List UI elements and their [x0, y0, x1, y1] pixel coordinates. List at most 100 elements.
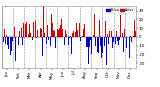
Bar	[130, 36, 131, 37]
Bar	[72, 33, 73, 37]
Bar	[46, 37, 47, 44]
Bar	[106, 37, 107, 65]
Bar	[113, 37, 114, 42]
Bar	[62, 29, 63, 37]
Bar	[29, 24, 30, 37]
Bar	[71, 37, 72, 54]
Bar	[68, 37, 69, 45]
Bar	[83, 29, 84, 37]
Bar	[120, 15, 121, 37]
Bar	[65, 30, 66, 37]
Bar	[116, 31, 117, 37]
Bar	[124, 29, 125, 37]
Bar	[33, 22, 34, 37]
Legend: Below, Above: Below, Above	[106, 8, 134, 13]
Bar	[122, 33, 123, 37]
Bar	[132, 37, 133, 40]
Bar	[90, 37, 91, 40]
Bar	[80, 37, 81, 41]
Bar	[51, 14, 52, 37]
Bar	[133, 36, 134, 37]
Bar	[20, 37, 21, 40]
Bar	[73, 31, 74, 37]
Bar	[31, 36, 32, 37]
Bar	[21, 28, 22, 37]
Bar	[98, 37, 99, 53]
Bar	[86, 37, 87, 47]
Bar	[3, 37, 4, 42]
Bar	[107, 34, 108, 37]
Bar	[97, 37, 98, 52]
Bar	[32, 37, 33, 40]
Bar	[75, 32, 76, 37]
Bar	[77, 30, 78, 37]
Bar	[25, 25, 26, 37]
Bar	[118, 37, 119, 45]
Bar	[123, 37, 124, 52]
Bar	[56, 29, 57, 37]
Bar	[112, 37, 113, 48]
Bar	[101, 37, 102, 58]
Bar	[37, 30, 38, 37]
Bar	[87, 37, 88, 47]
Bar	[10, 37, 11, 55]
Bar	[102, 37, 103, 53]
Bar	[78, 30, 79, 37]
Bar	[104, 37, 105, 46]
Bar	[67, 37, 68, 38]
Bar	[81, 37, 82, 40]
Bar	[108, 37, 109, 44]
Bar	[14, 27, 15, 37]
Bar	[50, 37, 51, 46]
Bar	[2, 37, 3, 41]
Bar	[18, 37, 19, 45]
Bar	[114, 26, 115, 37]
Bar	[35, 21, 36, 37]
Bar	[76, 23, 77, 37]
Bar	[91, 37, 92, 54]
Bar	[53, 30, 54, 37]
Bar	[94, 14, 95, 37]
Bar	[30, 33, 31, 37]
Bar	[43, 6, 44, 37]
Bar	[57, 29, 58, 37]
Bar	[93, 35, 94, 37]
Bar	[84, 24, 85, 37]
Bar	[40, 28, 41, 37]
Bar	[5, 37, 6, 44]
Bar	[126, 37, 127, 48]
Bar	[36, 37, 37, 38]
Bar	[41, 29, 42, 37]
Bar	[61, 19, 62, 37]
Bar	[8, 37, 9, 49]
Bar	[109, 31, 110, 37]
Bar	[79, 23, 80, 37]
Bar	[92, 37, 93, 48]
Bar	[11, 37, 12, 52]
Bar	[44, 33, 45, 37]
Bar	[45, 23, 46, 37]
Bar	[22, 37, 23, 45]
Bar	[12, 37, 13, 41]
Bar	[82, 36, 83, 37]
Bar	[103, 37, 104, 38]
Bar	[119, 37, 120, 40]
Bar	[52, 23, 53, 37]
Bar	[15, 37, 16, 61]
Bar	[115, 37, 116, 44]
Bar	[42, 37, 43, 56]
Bar	[27, 37, 28, 42]
Bar	[129, 37, 130, 58]
Bar	[47, 25, 48, 37]
Bar	[55, 37, 56, 48]
Bar	[111, 31, 112, 37]
Bar	[58, 30, 59, 37]
Bar	[16, 27, 17, 37]
Bar	[105, 21, 106, 37]
Bar	[69, 37, 70, 38]
Bar	[117, 37, 118, 41]
Bar	[6, 35, 7, 37]
Bar	[66, 34, 67, 37]
Bar	[7, 37, 8, 45]
Bar	[48, 37, 49, 40]
